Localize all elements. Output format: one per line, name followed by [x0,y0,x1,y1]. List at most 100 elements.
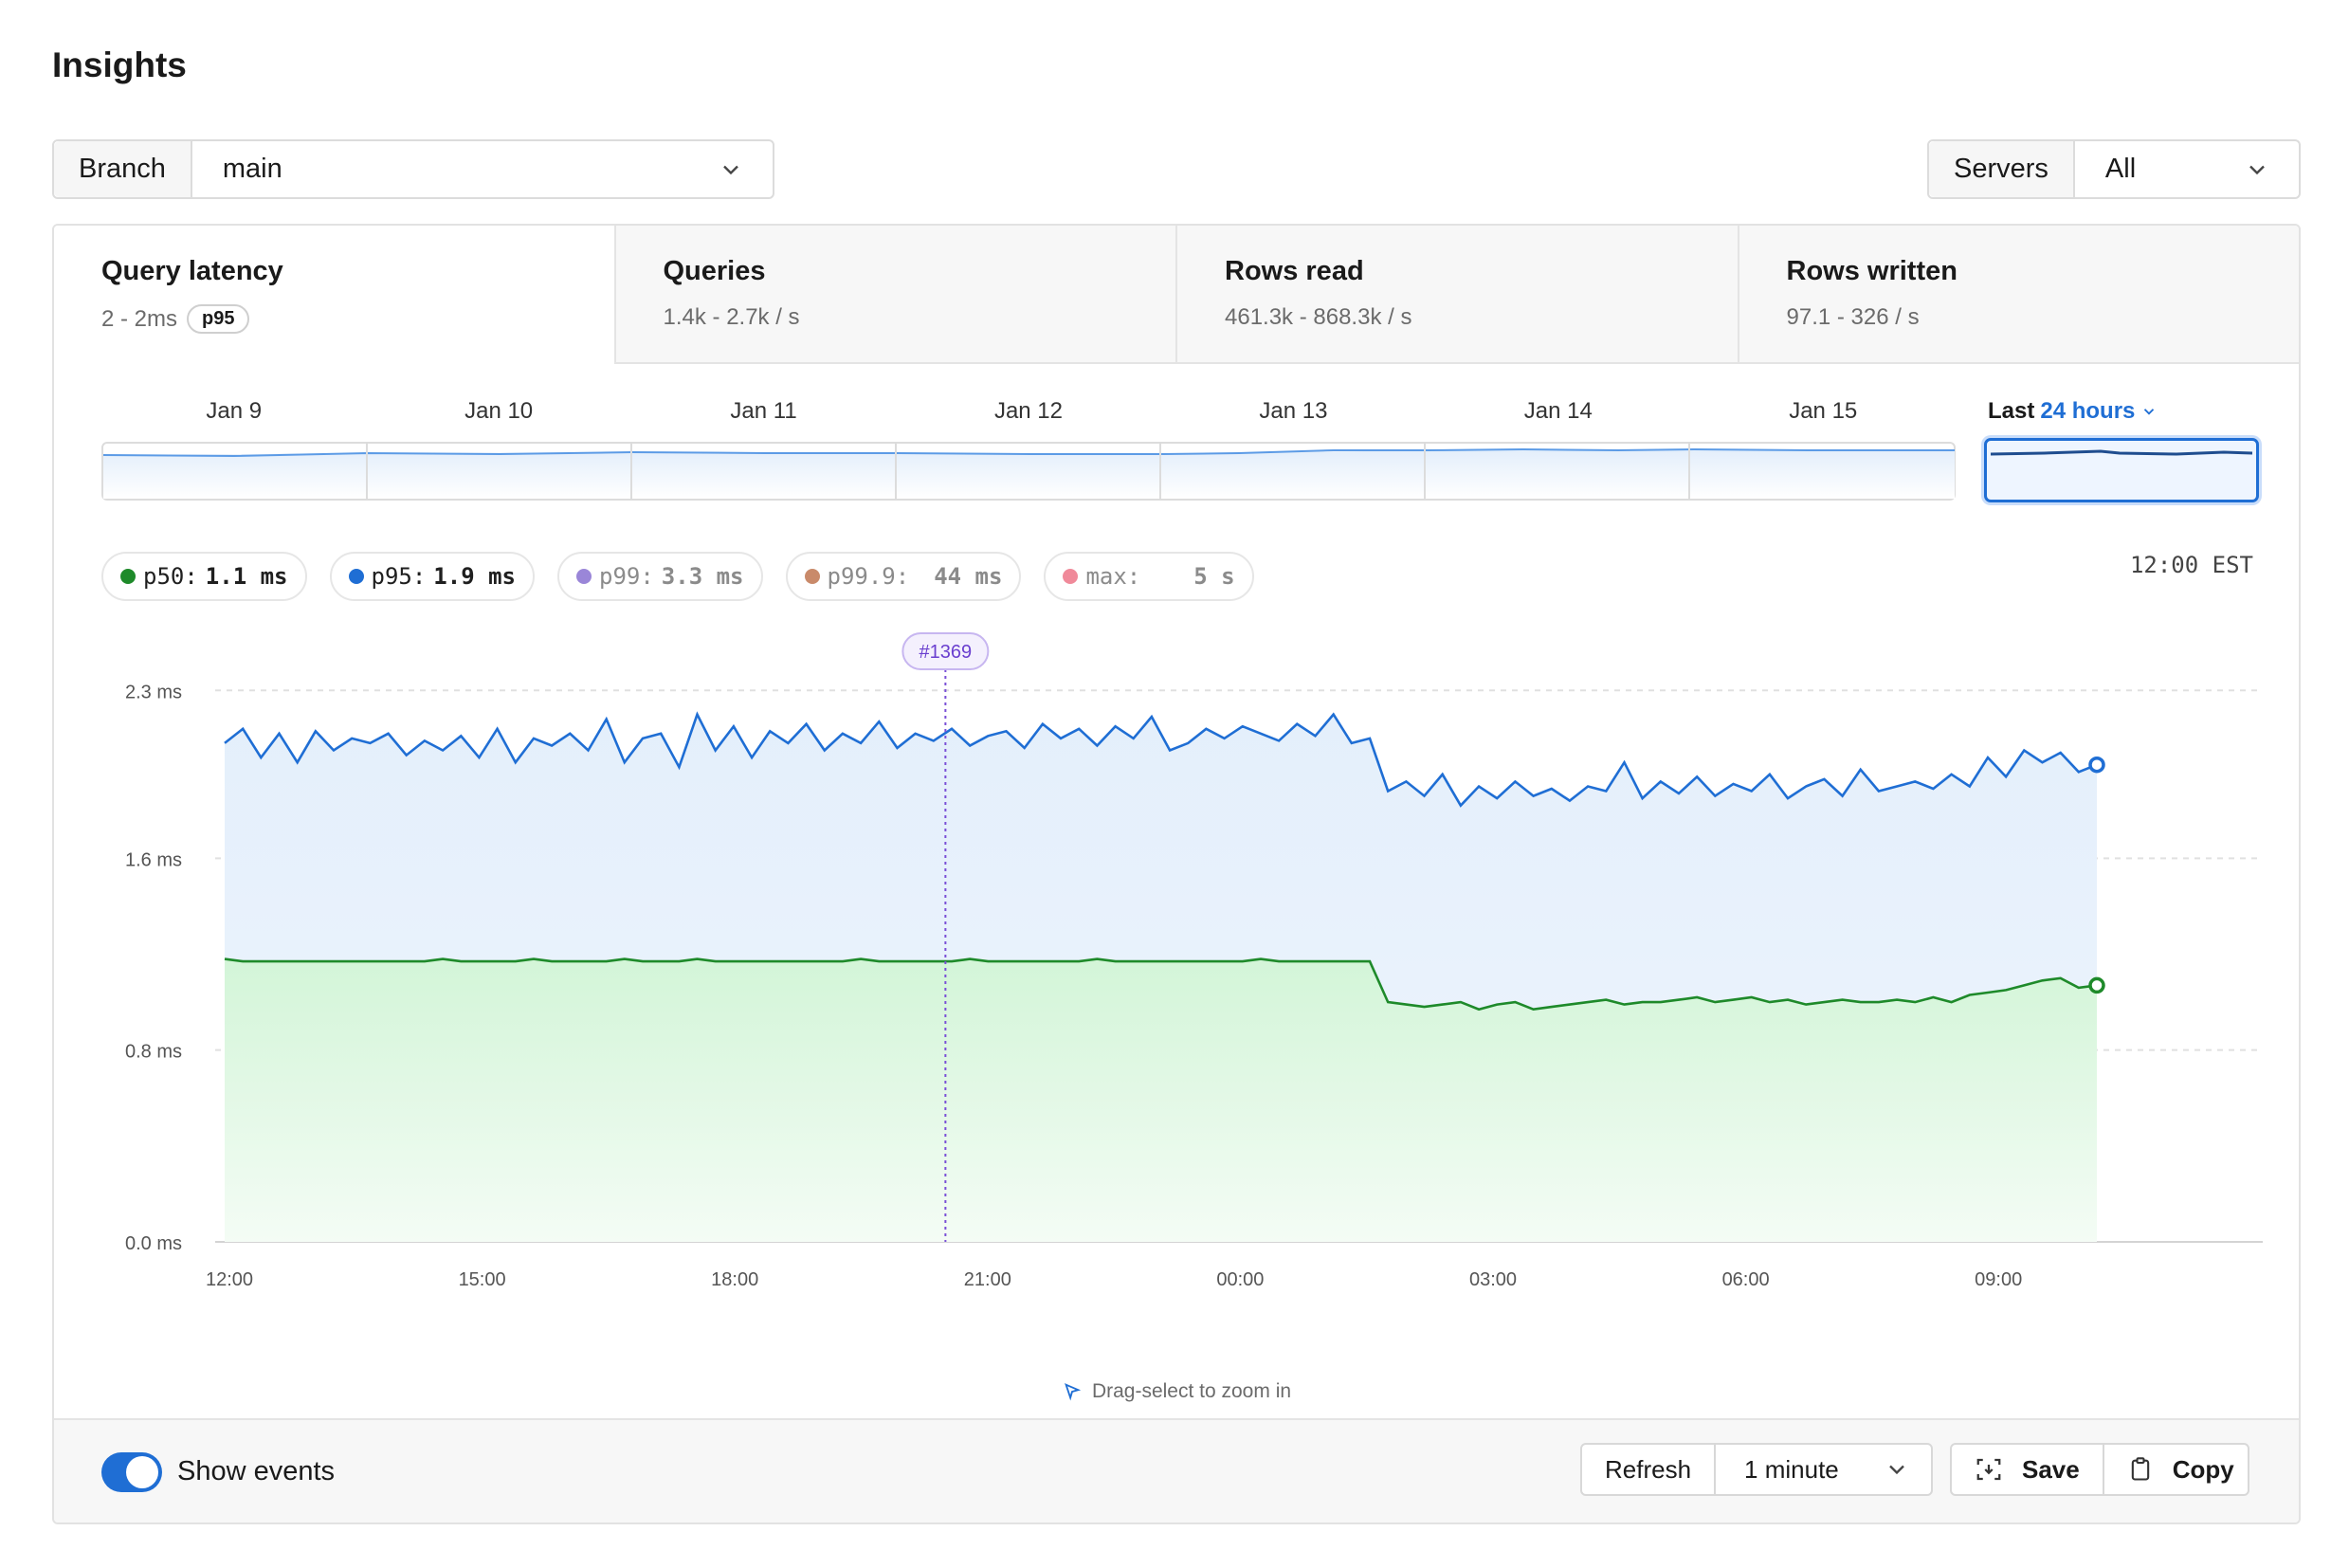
timeline-day[interactable]: Jan 14 [1523,398,1593,424]
servers-value-text: All [2104,154,2137,184]
range-value: 24 hours [2040,398,2136,424]
x-tick-label: 00:00 [1216,1269,1264,1290]
y-tick-label: 1.6 ms [125,849,182,870]
range-prefix: Last [1988,398,2035,424]
branch-label: Branch [54,141,192,197]
legend-item-p99[interactable]: p99: 3.3 ms [557,552,763,601]
legend-label: p99.9: [827,563,910,590]
percentile-badge[interactable]: p95 [187,304,250,334]
event-marker-label: #1369 [920,642,973,663]
legend-value: 3.3 ms [661,563,744,590]
p50-endpoint [2088,976,2105,994]
copy-button[interactable]: Copy [2102,1445,2257,1494]
tab-rows-written[interactable]: Rows written 97.1 - 326 / s [1739,226,2299,364]
cursor-select-icon [1065,1383,1082,1401]
zoom-hint-text: Drag-select to zoom in [1091,1380,1292,1402]
legend-dot [576,569,592,584]
legend-value: 1.1 ms [205,563,288,590]
legend-dot [804,569,820,584]
branch-value[interactable]: main [192,141,773,197]
servers-value[interactable]: All [2075,141,2299,197]
y-axis-labels: 2.3 ms 1.6 ms 0.8 ms 0.0 ms [125,682,182,1254]
legend-label: p50: [143,563,198,590]
timeline-day[interactable]: Jan 11 [730,398,797,424]
range-selector[interactable]: Last 24 hours [1988,398,2158,425]
legend-dot [120,569,136,584]
legend-label: p99: [599,563,654,590]
p95-endpoint [2088,756,2105,774]
x-tick-label: 06:00 [1722,1269,1770,1290]
show-events-label: Show events [177,1456,336,1486]
legend-dot [348,569,364,584]
legend-value: 1.9 ms [433,563,516,590]
tab-title: Rows read [1225,256,1364,286]
chart-marks: #1369 [901,632,2105,1242]
x-tick-label: 18:00 [711,1269,758,1290]
y-tick-label: 2.3 ms [125,682,182,702]
refresh-button[interactable]: Refresh [1605,1454,1692,1484]
tab-title: Rows written [1786,256,1958,286]
servers-select[interactable]: Servers All [1927,139,2301,199]
chevron-down-icon [2249,165,2265,174]
tab-subtitle: 2 - 2ms [101,305,178,332]
legend-label: max: [1085,563,1141,590]
timeline-day[interactable]: Jan 15 [1789,398,1858,424]
metric-tabs: Query latency 2 - 2ms p95 Queries 1.4k -… [54,226,2299,364]
tab-title: Queries [663,256,766,286]
legend-dot [1063,569,1079,584]
save-label: Save [2022,1454,2080,1484]
range-sparkline [1990,449,2253,456]
legend-item-max[interactable]: max: 5 s [1044,552,1254,601]
clipboard-icon [2131,1457,2149,1481]
p50-line [224,957,2098,1012]
tab-queries[interactable]: Queries 1.4k - 2.7k / s [615,226,1177,364]
tab-subtitle: 97.1 - 326 / s [1786,304,1920,330]
export-group: Save Copy [1950,1443,2249,1496]
legend-item-p95[interactable]: p95: 1.9 ms [329,552,535,601]
tab-query-latency[interactable]: Query latency 2 - 2ms p95 [54,226,616,364]
timeline-day[interactable]: Jan 13 [1259,398,1328,424]
refresh-interval-value: 1 minute [1744,1454,1839,1484]
latency-chart[interactable]: #1369 2.3 ms 1.6 ms 0.8 ms 0.0 ms 12:00 15:0… [54,624,2301,1373]
refresh-group: Refresh 1 minute [1580,1443,1933,1496]
screenshot-icon [1976,1458,2001,1481]
branch-select[interactable]: Branch main [52,139,774,199]
timeline-day[interactable]: Jan 10 [464,398,534,424]
tab-rows-read[interactable]: Rows read 461.3k - 868.3k / s [1177,226,1739,364]
save-button[interactable]: Save [1952,1445,2103,1494]
chevron-down-icon [2144,409,2155,415]
insights-card: Query latency 2 - 2ms p95 Queries 1.4k -… [52,224,2301,1524]
chart-footer: Show events Refresh 1 minute Save [54,1418,2299,1522]
p50-area [225,958,2097,1242]
legend-item-p50[interactable]: p50: 1.1 ms [101,552,307,601]
x-tick-label: 15:00 [459,1269,506,1290]
x-tick-label: 12:00 [206,1269,253,1290]
legend-value: 44 ms [934,563,1003,590]
y-tick-label: 0.0 ms [125,1233,182,1254]
branch-value-text: main [222,154,282,184]
x-tick-label: 21:00 [964,1269,1011,1290]
tab-title: Query latency [101,256,283,286]
copy-label: Copy [2172,1454,2234,1484]
timeline-minimap[interactable] [101,442,1956,501]
timeline-day[interactable]: Jan 12 [993,398,1063,424]
toggle-knob [126,1456,158,1488]
selected-range-thumbnail[interactable] [1984,438,2259,502]
series-legend: p50: 1.1 ms p95: 1.9 ms p99: 3.3 ms p99.… [101,552,1254,601]
event-marker-badge[interactable] [901,632,990,670]
tab-subtitle: 461.3k - 868.3k / s [1225,304,1412,330]
zoom-hint: Drag-select to zoom in [54,1380,2299,1403]
legend-item-p99-9[interactable]: p99.9: 44 ms [785,552,1022,601]
time-readout: 12:00 EST [2129,552,2253,578]
timeline-day[interactable]: Jan 9 [206,398,263,424]
p95-line [224,711,2098,808]
x-tick-label: 09:00 [1975,1269,2022,1290]
y-tick-label: 0.8 ms [125,1042,182,1063]
legend-value: 5 s [1193,563,1235,590]
legend-label: p95: [371,563,427,590]
show-events-toggle[interactable] [101,1452,162,1492]
page-title: Insights [52,46,187,84]
servers-label: Servers [1929,141,2075,197]
x-tick-label: 03:00 [1469,1269,1517,1290]
refresh-interval-select[interactable]: 1 minute [1714,1445,1931,1494]
